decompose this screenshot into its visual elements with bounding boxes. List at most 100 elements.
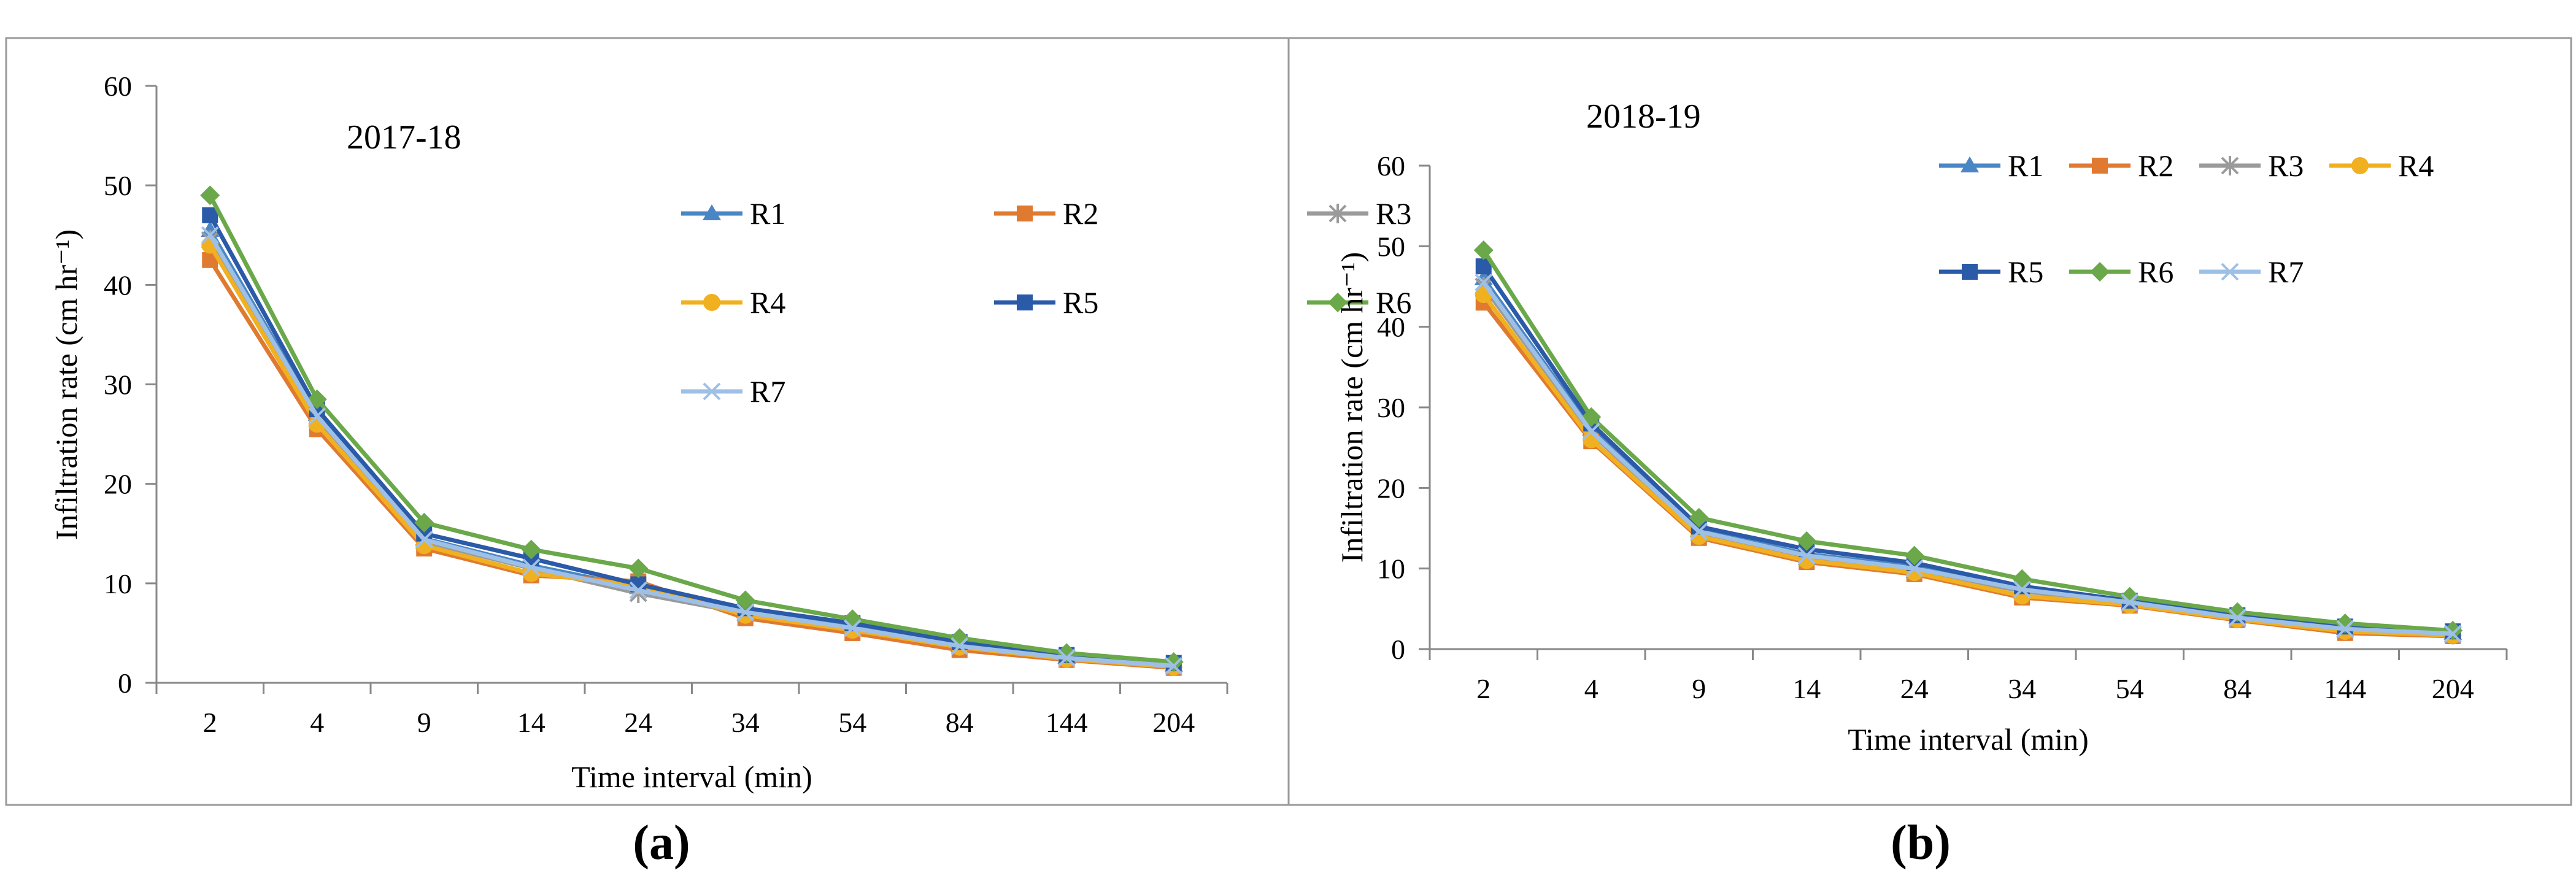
- legend-label: R2: [2138, 148, 2173, 183]
- x-tick-label: 14: [1792, 673, 1821, 704]
- legend-swatch-marker: [1961, 156, 1979, 172]
- y-axis-label: Infiltration rate (cm hr⁻¹): [49, 229, 83, 540]
- series-line-R7: [1481, 281, 2453, 636]
- legend-item-R3: R3: [1307, 196, 1411, 231]
- y-tick-label: 20: [104, 469, 132, 500]
- x-tick-label: 34: [2008, 673, 2036, 704]
- x-tick-label: 4: [1584, 673, 1598, 704]
- data-point-R1: [201, 221, 220, 237]
- series-line-R6: [208, 194, 1174, 664]
- legend-item-R2: R2: [994, 196, 1098, 231]
- series-R2: [202, 252, 1182, 676]
- data-point-R6: [628, 558, 649, 579]
- legend-label: R7: [750, 374, 785, 409]
- y-tick-label: 60: [104, 71, 132, 102]
- series-line-R7: [208, 234, 1174, 668]
- data-point-R6: [1473, 240, 1494, 260]
- data-point-R7: [1690, 522, 1708, 541]
- data-point-R7: [843, 619, 862, 637]
- legend-item-R4: R4: [2329, 148, 2434, 183]
- y-tick-label: 20: [1377, 472, 1405, 504]
- series-R6: [1473, 240, 2463, 641]
- legend-label: R5: [1063, 285, 1098, 320]
- data-point-R7: [2443, 625, 2462, 643]
- x-axis-label: Time interval (min): [1848, 722, 2089, 756]
- legend-swatch-marker: [1328, 204, 1347, 223]
- legend-swatch-marker: [2221, 156, 2239, 175]
- data-point-R6: [949, 628, 970, 648]
- legend-item-R5: R5: [1939, 255, 2043, 289]
- data-point-R7: [1582, 422, 1600, 440]
- x-tick-label: 24: [624, 707, 652, 738]
- legend-swatch-marker: [1328, 293, 1348, 312]
- data-point-R7: [736, 603, 755, 621]
- legend-swatch-marker: [703, 294, 720, 311]
- data-point-R6: [843, 609, 863, 629]
- chart-title: 2018-19: [1586, 98, 1701, 136]
- x-tick-label: 4: [310, 707, 324, 738]
- legend-label: R6: [1376, 285, 1411, 320]
- y-tick-label: 60: [1377, 150, 1405, 182]
- data-point-R6: [1689, 507, 1709, 528]
- y-tick-label: 0: [118, 667, 132, 699]
- data-point-R6: [1797, 531, 1817, 552]
- y-tick-label: 0: [1391, 634, 1405, 665]
- data-point-R6: [414, 512, 434, 533]
- data-point-R7: [201, 226, 219, 244]
- legend-label: R1: [2008, 148, 2043, 183]
- x-tick-label: 144: [2324, 673, 2366, 704]
- series-line-R5: [208, 214, 1174, 666]
- y-tick-label: 50: [1377, 231, 1405, 262]
- legend-label: R2: [1063, 196, 1098, 231]
- y-tick-label: 10: [1377, 553, 1405, 585]
- series-R7: [1475, 274, 2462, 643]
- x-tick-label: 144: [1046, 707, 1088, 738]
- data-point-R6: [2335, 613, 2355, 633]
- legend-label: R1: [750, 196, 785, 231]
- panel-label-a: (a): [633, 816, 690, 870]
- legend-swatch-marker: [1017, 294, 1033, 310]
- x-tick-label: 9: [417, 707, 431, 738]
- legend-label: R4: [750, 285, 785, 320]
- legend-swatch-marker: [1017, 206, 1033, 221]
- data-point-R7: [2013, 580, 2031, 599]
- legend-swatch-marker: [2351, 157, 2369, 174]
- series-line-R6: [1481, 249, 2453, 633]
- data-point-R7: [522, 558, 541, 577]
- panel-label-b: (b): [1891, 816, 1951, 870]
- legend-item-R2: R2: [2069, 148, 2173, 183]
- y-tick-label: 40: [1377, 312, 1405, 343]
- legend-item-R5: R5: [994, 285, 1098, 320]
- data-point-R6: [735, 590, 755, 610]
- legend-swatch-marker: [2090, 262, 2110, 282]
- y-tick-label: 40: [104, 269, 132, 301]
- chart-title: 2017-18: [347, 118, 461, 156]
- data-point-R7: [415, 531, 433, 548]
- x-tick-label: 24: [1900, 673, 1929, 704]
- series-line-R5: [1481, 265, 2453, 634]
- data-point-R6: [521, 539, 541, 560]
- data-point-R7: [629, 581, 647, 599]
- x-tick-label: 204: [1152, 707, 1195, 738]
- legend-label: R3: [1376, 196, 1411, 231]
- x-tick-label: 84: [946, 707, 974, 738]
- y-tick-label: 30: [1377, 392, 1405, 423]
- data-point-R7: [951, 637, 969, 655]
- x-tick-label: 2: [1476, 673, 1490, 704]
- data-point-R7: [1905, 560, 1924, 578]
- legend-label: R4: [2398, 148, 2434, 183]
- legend-item-R7: R7: [2199, 255, 2304, 289]
- x-tick-label: 9: [1692, 673, 1706, 704]
- x-tick-label: 2: [203, 707, 217, 738]
- data-point-R6: [200, 185, 220, 206]
- series-R7: [201, 226, 1183, 675]
- legend-label: R5: [2008, 255, 2043, 289]
- x-axis-label: Time interval (min): [571, 760, 812, 794]
- legend-item-R1: R1: [681, 196, 785, 231]
- legend-swatch-marker: [2221, 263, 2239, 281]
- x-tick-label: 54: [838, 707, 866, 738]
- data-point-R7: [1475, 274, 1493, 291]
- legend: R1 R2 R3 R4 R5 R6 R7: [1939, 148, 2434, 289]
- legend-item-R3: R3: [2199, 148, 2304, 183]
